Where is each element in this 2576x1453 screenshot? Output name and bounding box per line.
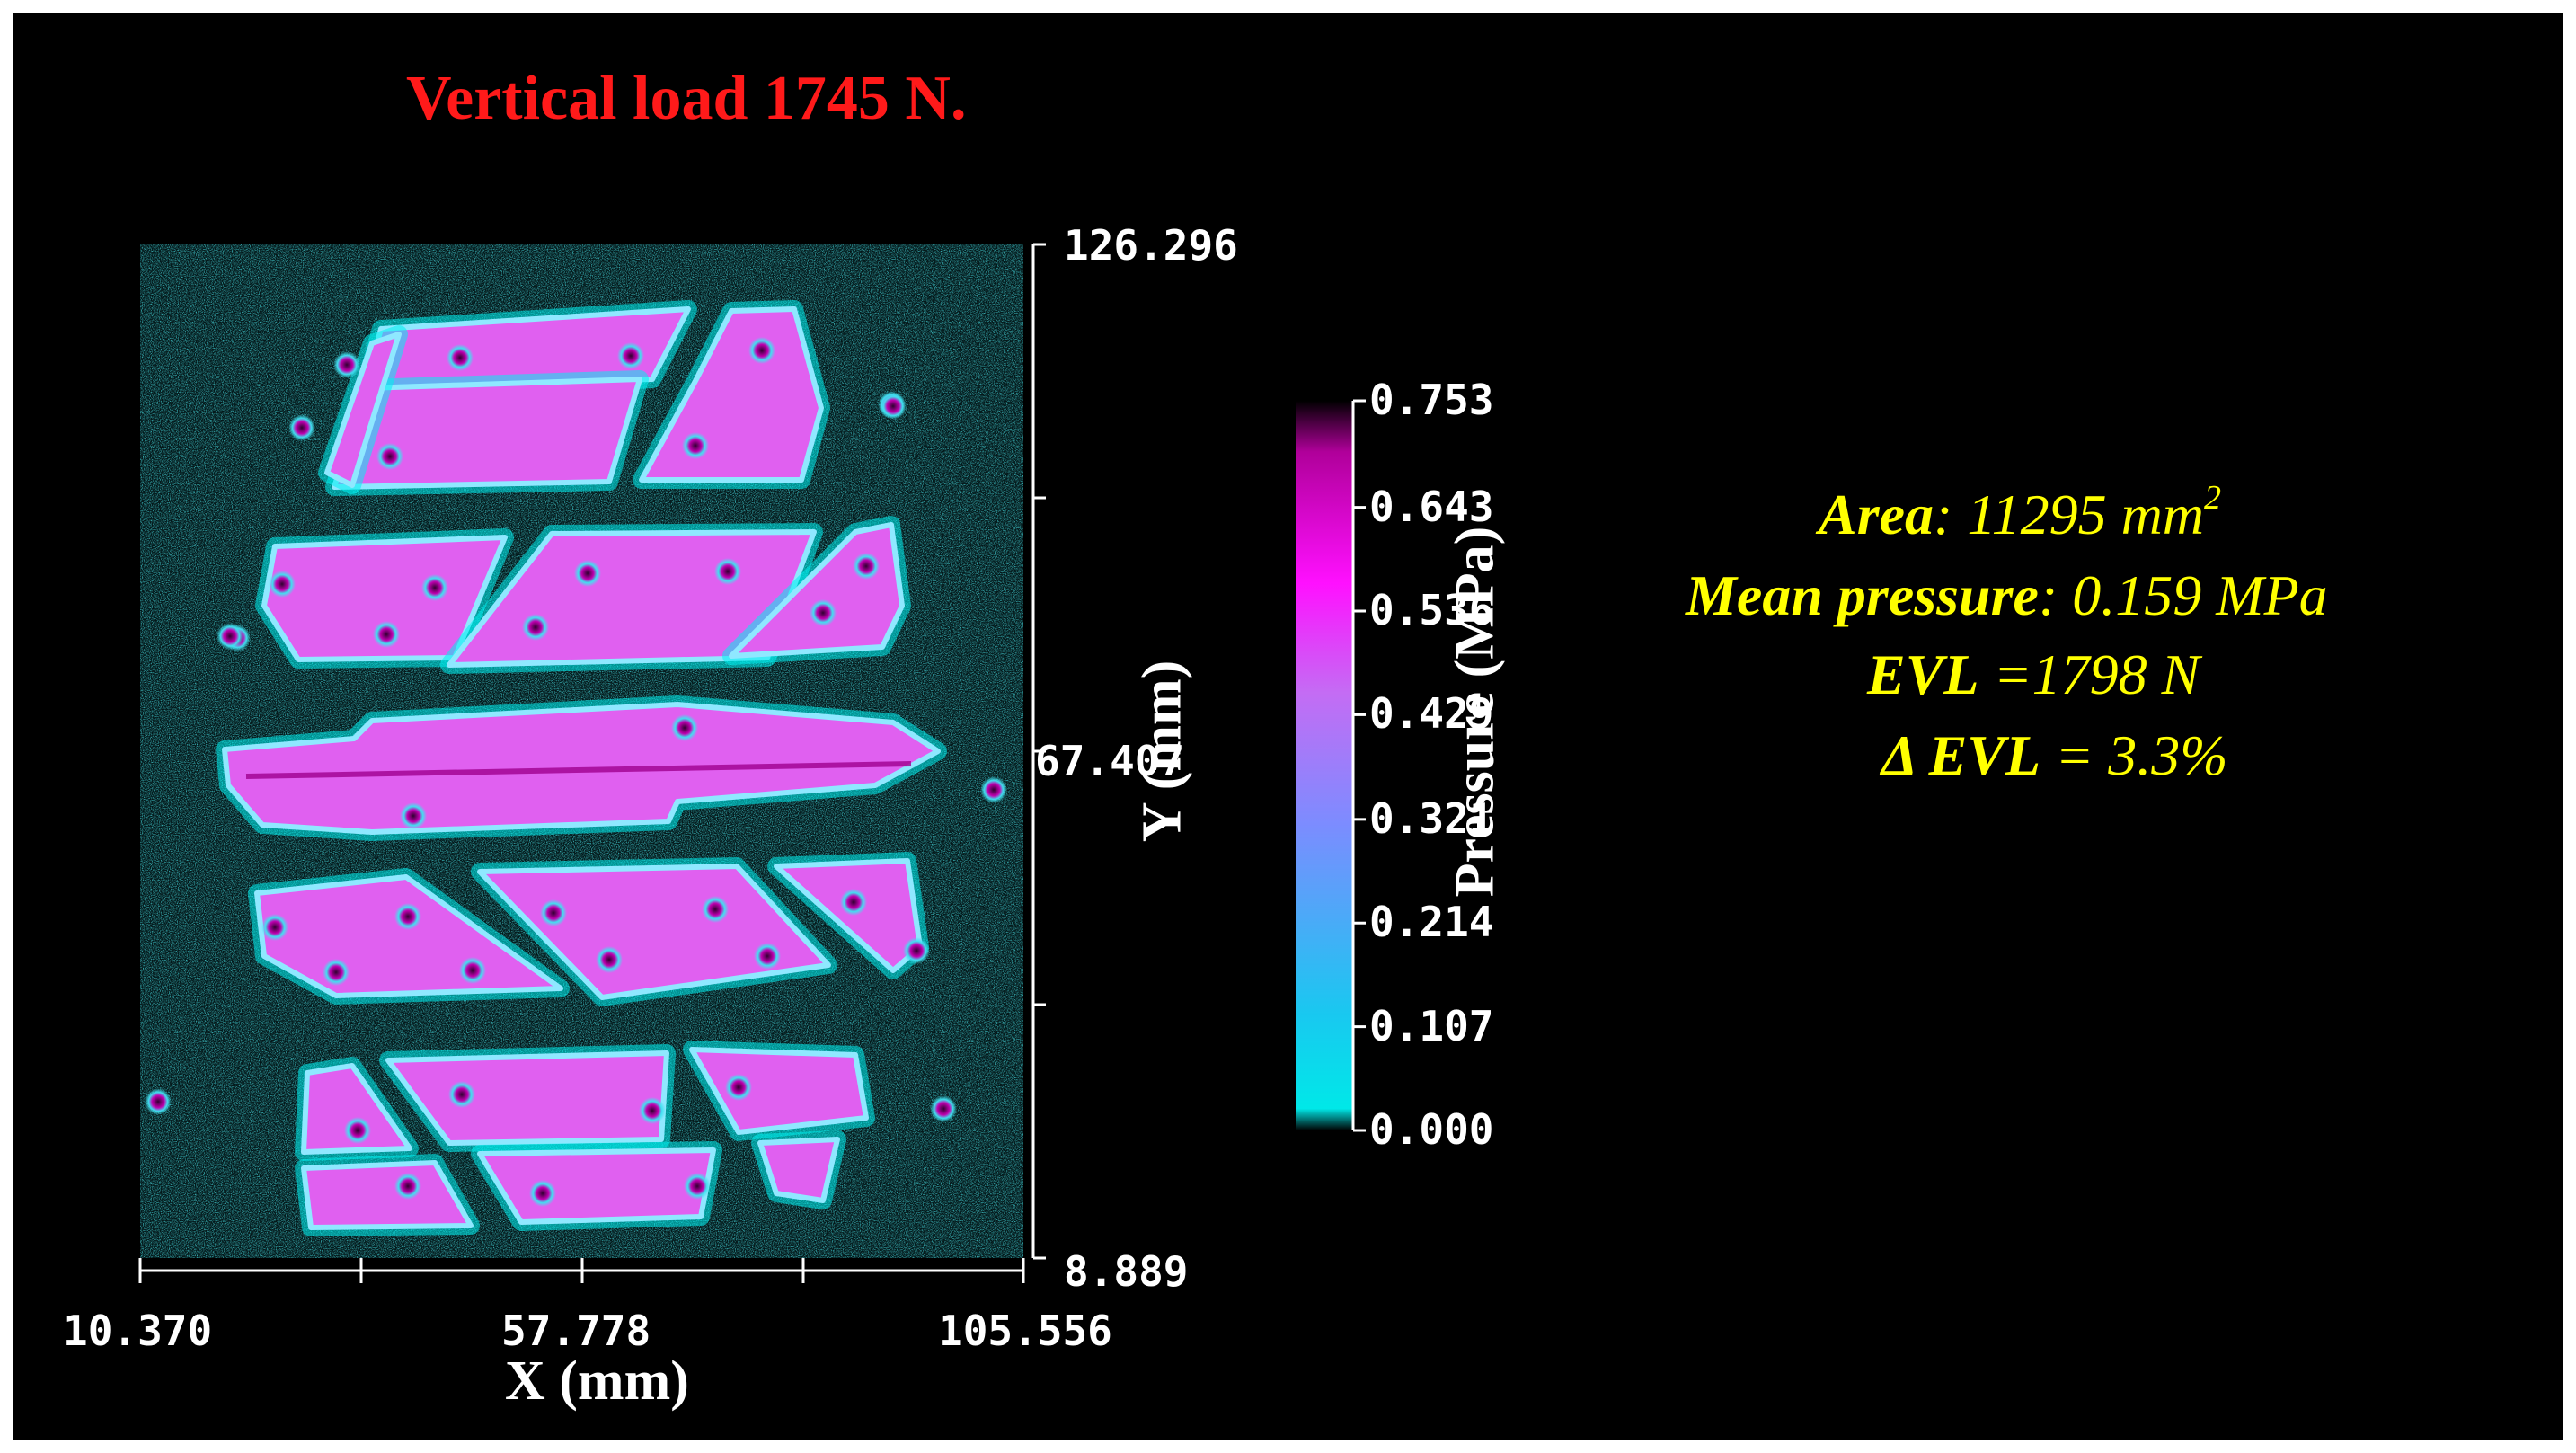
sipe-spot [421,574,448,601]
sipe-spot [394,903,421,930]
y-tick-label-top: 126.296 [1064,221,1238,270]
sipe-spot [373,621,400,648]
sipe-spot [980,776,1007,803]
sipe-spot [596,946,623,973]
y-tick-label-middle: 67.407 [1035,737,1185,785]
annotation-evl-label: EVL [1867,642,1979,706]
tread-block [261,535,508,662]
y-axis [1031,243,1046,1260]
x-axis-title: X (mm) [505,1351,689,1412]
sipe-spot [748,337,775,364]
sipe-spot [459,957,486,984]
annotation-mean-value: : 0.159 MPa [2038,563,2328,627]
sipe-spot [261,914,288,941]
sipe-spot [529,1180,556,1207]
annotation-area-label: Area [1819,483,1934,546]
sipe-spot [671,714,698,741]
sipe-spot [217,623,243,650]
x-tick-label-middle: 57.778 [501,1307,651,1355]
sipe-spot [880,393,907,420]
x-tick-label-right: 105.556 [938,1307,1112,1355]
sipe-spot [639,1097,666,1124]
sipe-spot [540,899,567,926]
annotation-mean-pressure: Mean pressure: 0.159 MPa [1686,563,2328,629]
pressure-map-svg [138,243,1366,1283]
tread-block [301,1063,412,1155]
central-pressure-streak [245,761,912,779]
sipe-spot [394,1173,421,1200]
sipe-spot [682,432,709,459]
x-axis [138,1258,1025,1283]
colorbar-tick-label: 0.643 [1369,482,1494,531]
sipe-spot [447,344,474,371]
sipe-spot [702,896,729,923]
colorbar [1296,399,1366,1132]
tread-block [477,1147,716,1225]
tread-block [689,1047,869,1135]
sipe-spot [725,1074,752,1101]
annotation-delta-evl-value: = 3.3% [2040,723,2228,787]
sipe-spot [574,560,601,587]
sipe-spot [903,937,930,964]
colorbar-bar [1296,401,1353,1130]
sipe-spot [400,802,427,829]
annotation-area-exponent: 2 [2204,478,2221,517]
sipe-spot [269,571,296,598]
colorbar-tick-label: 0.429 [1369,689,1494,739]
annotation-delta-evl-label: Δ EVL [1881,723,2041,787]
tread-block [477,864,831,1000]
chart-title: Vertical load 1745 N. [406,64,967,133]
sipe-spot [853,553,880,580]
sipe-spot [448,1081,475,1108]
sipe-spot [323,959,350,986]
colorbar-tick-label: 0.107 [1369,1001,1494,1050]
sipe-spot [684,1173,711,1200]
sipe-spot [754,943,781,970]
annotation-area-value: : 11295 mm [1934,483,2204,546]
annotation-area: Area: 11295 mm2 [1819,478,2221,548]
colorbar-tick-label: 0.321 [1369,793,1494,843]
sipe-spot [617,342,644,369]
annotation-mean-label: Mean pressure [1686,563,2039,627]
y-axis-title: Y (mm) [1131,660,1193,843]
figure-panel: Vertical load 1745 N. [13,13,2563,1440]
tread-block [301,1160,474,1230]
x-tick-label-left: 10.370 [63,1307,213,1355]
sipe-spots [145,337,1007,1207]
colorbar-tick-label: 0.536 [1369,586,1494,634]
sipe-spot [930,1095,957,1122]
sipe-spot [810,599,837,626]
pressure-heatmap [140,244,1023,1258]
colorbar-tick-label: 0.000 [1369,1105,1494,1154]
sipe-spot [714,558,741,585]
annotation-evl-value: =1798 N [1978,642,2200,706]
sipe-spot [522,614,549,641]
tread-block [324,332,402,488]
annotation-evl: EVL =1798 N [1867,642,2200,708]
sipe-spot [145,1088,172,1115]
sipe-spot [288,414,315,441]
sipe-spot [344,1117,371,1144]
y-tick-label-bottom: 8.889 [1064,1247,1189,1296]
sipe-spot [840,889,867,916]
sipe-spot [333,351,360,378]
tread-block [757,1137,840,1203]
colorbar-tick-label: 0.214 [1369,898,1494,947]
sipe-spot [376,443,403,470]
colorbar-tick-label: 0.753 [1369,376,1494,424]
colorbar-title: Pressure (MPa) [1444,526,1506,898]
tread-block [385,1050,669,1146]
annotation-delta-evl: Δ EVL = 3.3% [1881,722,2228,789]
